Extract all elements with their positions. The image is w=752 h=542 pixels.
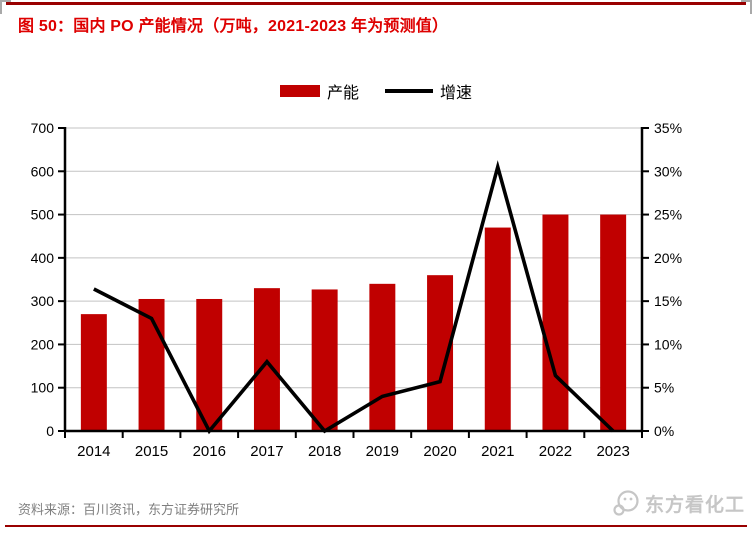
bar-2023 [600,214,627,431]
growth-line [93,160,615,435]
y-right-tick-label: 25% [654,207,682,223]
watermark: 东方看化工 [613,489,745,517]
x-tick-label: 2015 [135,443,168,460]
y-right-tick-label: 30% [654,163,682,179]
y-left-tick-label: 600 [31,163,55,179]
x-tick-label: 2014 [77,443,110,460]
x-tick-label: 2018 [308,443,341,460]
bar-2022 [542,214,569,431]
y-left-tick-label: 300 [31,293,55,309]
y-right-tick-label: 15% [654,293,682,309]
x-tick-label: 2021 [481,443,514,460]
bar-2014 [80,314,107,431]
legend-growth-label: 增速 [440,85,473,102]
figure-title: 图 50：国内 PO 产能情况（万吨，2021-2023 年为预测值） [18,18,449,35]
legend-item-capacity: 产能 [279,79,359,103]
x-tick-label: 2023 [596,443,629,460]
bottom-divider-rule [5,525,747,527]
x-tick-label: 2019 [366,443,399,460]
y-right-tick-label: 20% [654,250,682,266]
y-right-tick-label: 35% [654,120,682,136]
table-corner-mark-left [0,0,11,14]
x-tick-label: 2022 [539,443,572,460]
y-left-tick-label: 100 [31,380,55,396]
bar-2021 [484,227,511,431]
source-note: 资料来源：百川资讯，东方证券研究所 [18,502,240,517]
bar-2018 [311,289,338,431]
y-right-tick-label: 10% [654,336,682,352]
watermark-text: 东方看化工 [644,494,745,516]
y-left-tick-label: 400 [31,250,55,266]
x-tick-label: 2017 [250,443,283,460]
legend-item-growth: 增速 [385,79,472,103]
x-tick-label: 2020 [423,443,456,460]
y-left-tick-label: 200 [31,336,55,352]
y-left-tick-label: 0 [46,423,54,439]
top-divider-rule [6,2,746,5]
y-left-tick-label: 700 [31,120,55,136]
legend-capacity-swatch [279,85,320,97]
legend-growth-swatch [385,89,433,93]
y-left-tick-label: 500 [31,207,55,223]
x-tick-label: 2016 [193,443,226,460]
chart-legend: 产能 增速 [0,79,752,103]
bar-2016 [196,298,223,431]
watermark-logo-icon [613,490,639,516]
table-corner-mark-right [741,0,752,14]
bar-2019 [369,283,396,431]
y-right-tick-label: 0% [654,423,674,439]
legend-capacity-label: 产能 [326,85,359,102]
y-right-tick-label: 5% [654,380,674,396]
